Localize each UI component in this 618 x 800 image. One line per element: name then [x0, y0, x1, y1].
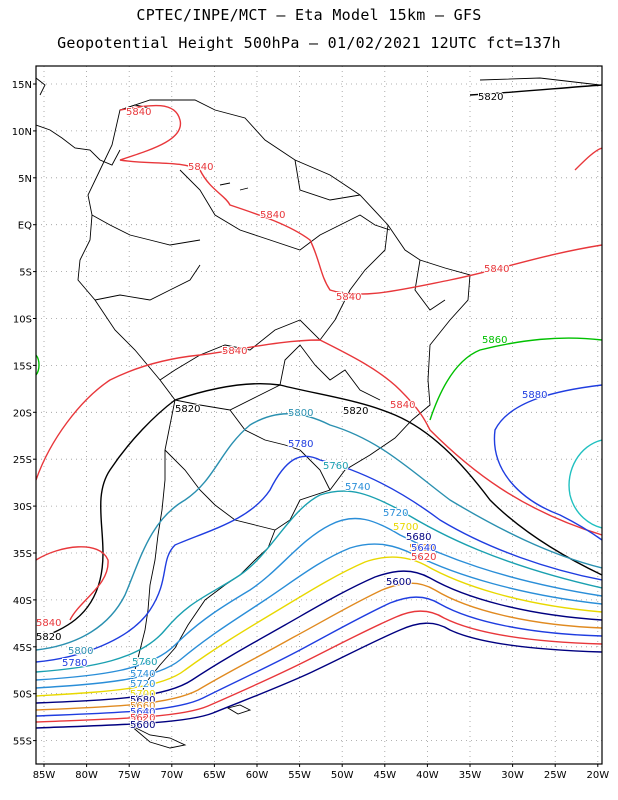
- latitude-ticks: 15N 10N 5N EQ 5S 10S 15S 20S 25S 30S 35S 40S 45S 50S 5…: [12, 80, 36, 748]
- contour-5620: [36, 610, 602, 723]
- contour-label-5660: 5660: [409, 543, 434, 554]
- contour-5900: [568, 439, 602, 529]
- contour-labels: 5820 5820 5820 5820 5840 5840 5840 5840 5840 5840…: [36, 91, 548, 732]
- contour-5700: [36, 556, 602, 697]
- land-outline: [36, 77, 601, 749]
- contour-5600: [36, 622, 602, 729]
- contour-label-5720: 5720: [130, 679, 155, 690]
- contour-label-5800: 5800: [288, 408, 313, 419]
- map-frame: [35, 65, 603, 765]
- lon-tick-label: 75W: [118, 770, 141, 781]
- contour-5740: [36, 517, 602, 681]
- contour-label-5800: 5800: [68, 646, 93, 657]
- contour-label-5740: 5740: [130, 669, 155, 680]
- lat-tick-label: 35S: [13, 549, 32, 560]
- lon-tick-label: 65W: [203, 770, 226, 781]
- contour-label-5700: 5700: [130, 689, 155, 700]
- lon-tick-label: 60W: [246, 770, 269, 781]
- lat-tick-label: 25S: [13, 455, 32, 466]
- contour-5820: [36, 382, 602, 641]
- lat-tick-label: 50S: [13, 690, 32, 701]
- lon-tick-label: 80W: [75, 770, 98, 781]
- lon-tick-label: 25W: [544, 770, 567, 781]
- contour-label-5760: 5760: [132, 657, 157, 668]
- contour-label-5600: 5600: [386, 577, 411, 588]
- lat-tick-label: 20S: [13, 408, 32, 419]
- contour-label-5840: 5840: [188, 162, 213, 173]
- lat-tick-label: 30S: [13, 502, 32, 513]
- contour-5840: [36, 546, 109, 621]
- lon-tick-label: 45W: [373, 770, 396, 781]
- contour-label-5820: 5820: [478, 92, 503, 103]
- contour-5840: [574, 147, 602, 171]
- lon-tick-label: 30W: [501, 770, 524, 781]
- contour-label-5620: 5620: [411, 552, 436, 563]
- lat-tick-label: 15N: [12, 80, 32, 91]
- map-title-line1: CPTEC/INPE/MCT – Eta Model 15km – GFS: [136, 6, 482, 24]
- lat-tick-label: 10N: [12, 127, 32, 138]
- contour-label-5620: 5620: [130, 713, 155, 724]
- contour-label-5840: 5840: [260, 210, 285, 221]
- lon-tick-label: 40W: [416, 770, 439, 781]
- contour-label-5660: 5660: [130, 701, 155, 712]
- contour-5820: [469, 84, 602, 96]
- contour-5800: [36, 413, 602, 651]
- contour-label-5820: 5820: [36, 632, 61, 643]
- contour-label-5640: 5640: [130, 707, 155, 718]
- lon-tick-label: 50W: [331, 770, 354, 781]
- contour-5680: [36, 570, 602, 704]
- lat-tick-label: 5N: [18, 174, 32, 185]
- contour-label-5740: 5740: [345, 482, 370, 493]
- contour-lines: [36, 84, 602, 729]
- contour-label-5700: 5700: [393, 522, 418, 533]
- contour-5640: [36, 596, 602, 717]
- contour-label-5880: 5880: [522, 390, 547, 401]
- lon-tick-label: 85W: [33, 770, 56, 781]
- contour-5840: [119, 104, 602, 295]
- contour-label-5820: 5820: [175, 404, 200, 415]
- contour-label-5760: 5760: [323, 461, 348, 472]
- contour-label-5680: 5680: [406, 532, 431, 543]
- contour-label-5840: 5840: [222, 346, 247, 357]
- lat-tick-label: 45S: [13, 643, 32, 654]
- lon-tick-label: 55W: [288, 770, 311, 781]
- lat-tick-label: 55S: [13, 737, 32, 748]
- contour-5880: [493, 384, 602, 541]
- contour-label-5840: 5840: [390, 400, 415, 411]
- contour-label-5820: 5820: [343, 406, 368, 417]
- contour-5780: [36, 455, 602, 663]
- map-title-line2: Geopotential Height 500hPa – 01/02/2021 …: [57, 34, 561, 52]
- longitude-ticks: 85W 80W 75W 70W 65W 60W 55W 50W 45W 40W 35W 30W 25W 2…: [33, 764, 609, 781]
- lon-tick-label: 70W: [160, 770, 183, 781]
- contour-label-5860: 5860: [482, 335, 507, 346]
- lon-tick-label: 20W: [586, 770, 609, 781]
- contour-label-5680: 5680: [130, 695, 155, 706]
- lat-tick-label: EQ: [18, 221, 32, 232]
- lon-tick-label: 35W: [459, 770, 482, 781]
- lat-tick-label: 40S: [13, 596, 32, 607]
- contour-label-5840: 5840: [126, 107, 151, 118]
- contour-5840: [36, 339, 602, 536]
- contour-label-5780: 5780: [62, 658, 87, 669]
- contour-label-5840: 5840: [336, 292, 361, 303]
- contour-label-5640: 5640: [411, 543, 436, 554]
- contour-label-5840: 5840: [484, 264, 509, 275]
- contour-5760: [36, 490, 602, 673]
- lat-tick-label: 15S: [13, 361, 32, 372]
- contour-label-5600: 5600: [130, 720, 155, 731]
- contour-label-5720: 5720: [383, 508, 408, 519]
- contour-label-5780: 5780: [288, 439, 313, 450]
- contour-5660: [36, 582, 602, 711]
- contour-5860: [429, 337, 602, 421]
- contour-5860: [36, 354, 40, 376]
- lat-tick-label: 10S: [13, 315, 32, 326]
- contour-label-5840: 5840: [36, 618, 61, 629]
- contour-5720: [36, 543, 602, 689]
- lat-tick-label: 5S: [19, 268, 32, 279]
